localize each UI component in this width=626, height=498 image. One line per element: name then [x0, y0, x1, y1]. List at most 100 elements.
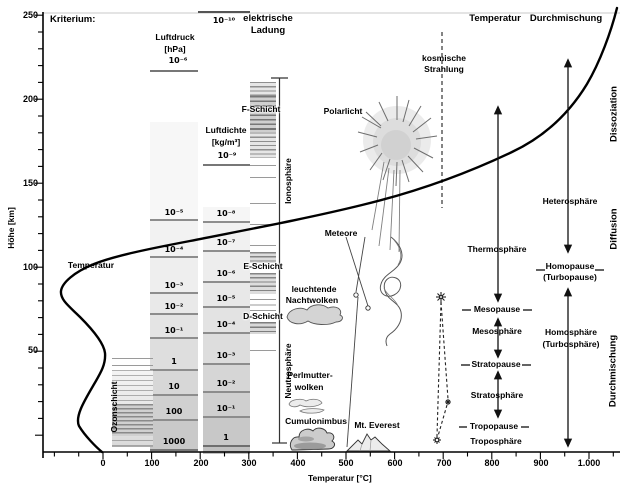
pressure-value: 10⁻⁴ — [164, 245, 184, 254]
pressure-value: 10⁻⁵ — [164, 208, 184, 217]
x-tick-label: 100 — [144, 458, 160, 468]
pressure-band — [150, 313, 198, 339]
density-value: 10⁻¹ — [216, 404, 236, 413]
charge-e-region-lower — [250, 273, 276, 294]
y-tick-label: 150 — [22, 178, 38, 188]
x-tick-label: 700 — [436, 458, 452, 468]
pressure-band — [150, 122, 198, 219]
y-tick-label: 250 — [22, 10, 38, 20]
y-axis-ticks — [35, 14, 43, 436]
polarlicht-burst — [357, 96, 438, 253]
x-tick-label: 200 — [193, 458, 209, 468]
sounding-trajectory — [433, 292, 451, 444]
density-second-value: 10⁻⁹ — [217, 151, 237, 160]
pressure-value: 100 — [165, 407, 183, 416]
f-layer-label: F-Schicht — [241, 104, 281, 114]
pressure-value: 10⁻³ — [164, 281, 184, 290]
ozone-label: Ozonschicht — [109, 381, 119, 433]
pressure-value: 10⁻¹ — [164, 326, 184, 335]
pressure-band — [150, 369, 198, 396]
kriterium-header: Kriterium: — [50, 14, 96, 25]
troposphere-label: Troposphäre — [470, 436, 522, 446]
density-unit: [kg/m³] — [211, 137, 241, 147]
ozone-band-dense — [112, 404, 153, 436]
density-value: 10⁻² — [216, 379, 236, 388]
density-band — [203, 363, 250, 393]
pressure-title: Luftdruck — [155, 32, 195, 42]
y-axis-label: Höhe [km] — [6, 207, 16, 249]
density-value: 10⁻⁶ — [216, 269, 236, 278]
meteor-swirl-inner — [383, 239, 402, 307]
x-tick-label: 500 — [338, 458, 354, 468]
density-band — [203, 416, 250, 447]
stratopause-label: Stratopause — [471, 359, 521, 369]
cosmic-ray-label-line2: Strahlung — [424, 64, 464, 74]
ozone-line — [112, 358, 153, 360]
pressure-value: 10⁻² — [164, 302, 184, 311]
e-layer-label: E-Schicht — [243, 261, 283, 271]
ozone-line — [112, 365, 153, 367]
pressure-band — [150, 337, 198, 371]
density-value: 10⁻⁴ — [216, 320, 236, 329]
temperature-curve — [59, 6, 619, 454]
cumulonimbus-cloud — [289, 427, 335, 451]
density-value: 10⁻⁵ — [216, 294, 236, 303]
everest-mountain — [345, 433, 392, 452]
mixing-label: Durchmischung — [607, 334, 619, 408]
homosphere-label: Homosphäre — [545, 327, 597, 337]
noctilucent-label-line2: Nachtwolken — [285, 295, 339, 305]
curve-label: Temperatur — [67, 260, 115, 270]
density-band — [203, 306, 250, 334]
nacreous-clouds — [288, 398, 325, 414]
x-tick-label: 0 — [100, 458, 106, 468]
charge-line — [250, 165, 276, 167]
pause-dashes — [459, 269, 604, 428]
charge-line — [250, 350, 276, 352]
mesopause-label: Mesopause — [473, 304, 521, 314]
nacreous-label-line1: Perlmutter- — [287, 370, 333, 380]
pressure-top-value: 10⁻⁶ — [168, 56, 188, 65]
ozone-line — [112, 446, 153, 448]
cumulonimbus-label: Cumulonimbus — [285, 416, 347, 426]
durchmischung-header: Durchmischung — [529, 13, 603, 24]
tropopause-label: Tropopause — [469, 421, 519, 431]
everest-label: Mt. Everest — [354, 420, 400, 430]
ionosphere-divider-line — [271, 77, 288, 444]
dissociation-label: Dissoziation — [608, 86, 620, 142]
density-band — [203, 207, 250, 221]
homosphere-alt-label: (Turbosphäre) — [542, 339, 600, 349]
x-tick-label: 300 — [241, 458, 257, 468]
density-top-value: 10⁻¹⁰ — [212, 16, 236, 25]
star-marker — [436, 292, 446, 302]
density-title: Luftdichte — [205, 125, 247, 135]
charge-title-line2: Ladung — [250, 25, 286, 36]
star-marker-bottom — [433, 436, 441, 444]
ionosphere-label: Ionosphäre — [283, 158, 293, 204]
x-axis-ticks — [53, 452, 614, 459]
cosmic-ray-label-line1: kosmische — [422, 53, 466, 63]
density-band — [203, 250, 250, 283]
meteors-label: Meteore — [324, 228, 358, 238]
pressure-band — [150, 394, 198, 421]
axes — [42, 12, 620, 458]
charge-f-region-dense — [250, 96, 276, 132]
noctilucent-cloud — [286, 304, 343, 325]
charge-line — [250, 224, 276, 226]
charge-line — [250, 177, 276, 179]
homopause-alt-label: (Turbopause) — [543, 272, 597, 282]
meteor-trails — [345, 236, 371, 448]
diffusion-label: Diffusion — [608, 208, 620, 250]
pressure-value: 1 — [171, 357, 177, 366]
x-tick-label: 400 — [290, 458, 306, 468]
y-tick-label: 50 — [27, 345, 38, 355]
density-value: 10⁻⁷ — [216, 238, 236, 247]
density-value: 1 — [223, 433, 229, 442]
charge-d-region-sparse — [250, 299, 276, 316]
nacreous-label-line2: wolken — [294, 382, 324, 392]
density-band — [203, 332, 250, 365]
pressure-value: 1000 — [162, 437, 186, 446]
charge-line — [250, 245, 276, 247]
density-value: 10⁻³ — [216, 351, 236, 360]
